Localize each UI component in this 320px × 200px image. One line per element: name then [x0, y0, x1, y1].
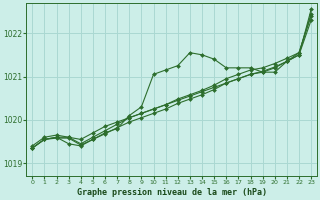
X-axis label: Graphe pression niveau de la mer (hPa): Graphe pression niveau de la mer (hPa) — [77, 188, 267, 197]
